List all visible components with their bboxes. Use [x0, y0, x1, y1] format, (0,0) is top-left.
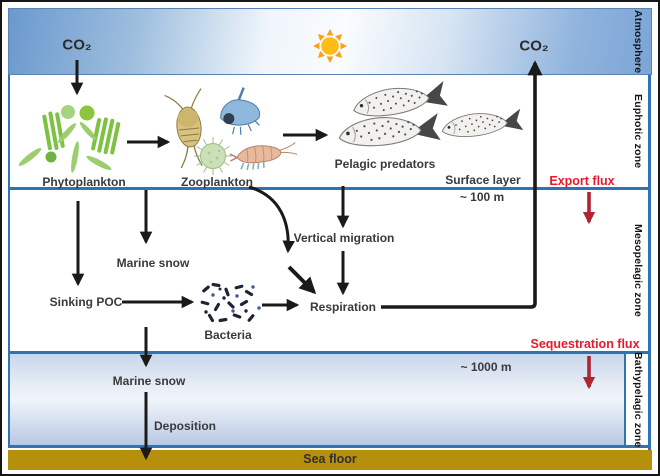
- pelagic-predators-label: Pelagic predators: [334, 157, 436, 171]
- sea-floor-label: Sea floor: [303, 452, 357, 466]
- zooplankton-label: Zooplankton: [181, 175, 253, 189]
- sequestration-boundary-line: [8, 351, 650, 354]
- vertical-migration-label: Vertical migration: [293, 231, 395, 245]
- surface-layer-label: Surface layer: [445, 173, 521, 187]
- deposition-label: Deposition: [154, 419, 216, 433]
- zone-label-euphotic: Euphotic zone: [632, 93, 644, 169]
- marine-snow-upper-label: Marine snow: [116, 256, 190, 270]
- bathypelagic-band: [8, 354, 626, 445]
- surface-depth-label: ~ 100 m: [459, 190, 505, 204]
- right-border-line: [648, 75, 651, 450]
- sea-floor-band: [8, 450, 652, 470]
- euphotic-band: [8, 75, 654, 187]
- atmosphere-band: [8, 8, 652, 75]
- sinking-poc-label: Sinking POC: [49, 295, 123, 309]
- zone-label-mesopelagic: Mesopelagic zone: [632, 223, 644, 318]
- deep-depth-label: ~ 1000 m: [460, 360, 512, 374]
- zone-label-atmosphere: Atmosphere: [632, 9, 644, 74]
- mesopelagic-band: [8, 190, 654, 351]
- export-flux-label: Export flux: [549, 174, 615, 188]
- co2-right-label: CO₂: [519, 37, 549, 55]
- co2-left-label: CO₂: [62, 36, 92, 54]
- marine-snow-lower-label: Marine snow: [112, 374, 186, 388]
- sequestration-flux-label: Sequestration flux: [530, 337, 640, 351]
- respiration-label: Respiration: [309, 300, 377, 314]
- bacteria-label: Bacteria: [204, 328, 252, 342]
- phytoplankton-label: Phytoplankton: [42, 175, 126, 189]
- surface-boundary-line: [8, 187, 650, 190]
- zone-label-bathypelagic: Bathypelagic zone: [632, 351, 644, 448]
- seafloor-boundary-line: [8, 445, 650, 448]
